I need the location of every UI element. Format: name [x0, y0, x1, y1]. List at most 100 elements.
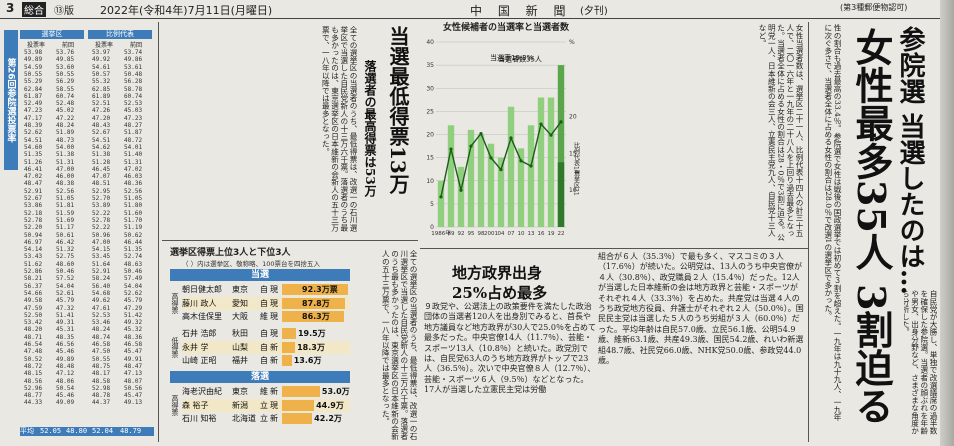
turnout-table: 第26回参院選投票率 選挙区 比例代表 投票率 前回 投票率 前回 53.98 5…	[4, 30, 154, 436]
table-cell: 56.28	[124, 78, 143, 86]
candidate-name: 山崎 正昭	[182, 356, 217, 365]
table-cell: 50.48	[124, 70, 143, 78]
table-cell: 51.42	[124, 311, 143, 319]
x-tick-label: 92	[458, 231, 465, 237]
table-cell: 51.41	[56, 311, 75, 319]
table-cell: 51.80	[124, 202, 143, 210]
table-cell: 58.55	[56, 85, 75, 93]
table-cell: 48.58	[92, 377, 111, 385]
table-row: 52.62 51.89 52.67 51.87	[20, 129, 154, 137]
table-cell: 51.05	[56, 195, 75, 202]
table-cell: 53.97	[92, 49, 111, 56]
table-row: 47.23 45.02 47.26 45.03	[20, 108, 154, 114]
table-cell: 51.05	[124, 195, 143, 202]
table-cell: 48.39	[24, 122, 43, 129]
table-cell: 60.74	[56, 92, 75, 100]
table-cell: 47.00	[92, 238, 111, 246]
vote-value: 18.3万	[297, 342, 325, 352]
table-cell: 50.54	[56, 384, 75, 392]
candidate-party: 自	[260, 356, 268, 365]
table-cell: 51.87	[124, 129, 143, 137]
table-cell: 51.26	[24, 158, 43, 166]
table-row: 48.71 48.35 48.74 48.36	[20, 333, 154, 341]
column-divider	[158, 22, 159, 442]
ranking-row: 石井 浩郎 秋田 自現 19.5万	[182, 327, 350, 340]
table-cell: 48.75	[92, 362, 111, 370]
table-row: 52.50 51.41 52.53 51.42	[20, 311, 154, 319]
table-cell: 48.17	[92, 370, 111, 378]
table-row: 48.72 48.48 48.75 48.47	[20, 362, 154, 370]
candidate-name: 永井 学	[182, 342, 209, 352]
table-cell: 55.32	[92, 78, 111, 86]
table-cell: 50.96	[92, 231, 111, 239]
table-cell: 58.21	[24, 275, 43, 283]
table-cell: 53.76	[56, 49, 75, 56]
table-cell: 52.50	[24, 311, 43, 319]
vote-value: 53.0万	[321, 387, 350, 396]
table-cell: 50.62	[124, 231, 143, 239]
x-tick-label: 22	[558, 231, 565, 237]
table-row: 61.87 60.74 61.89 60.74	[20, 92, 154, 100]
win-rate-point	[469, 144, 473, 148]
table-cell: 46.41	[24, 165, 43, 173]
table-cell: 45.46	[56, 392, 75, 400]
table-cell: 52.78	[24, 216, 43, 224]
chart-title: 女性候補者の当選率と当選者数	[442, 23, 569, 33]
table-row: 55.29 56.29 55.32 56.28	[20, 78, 154, 86]
table-row: 46.54 46.56 46.58 46.58	[20, 341, 154, 348]
table-row: 54.66 52.61 54.68 52.62	[20, 290, 154, 296]
annotation-winners: 当選者数35人	[498, 54, 542, 63]
win-rate-point	[439, 195, 443, 199]
table-cell: 45.32	[124, 326, 143, 334]
table-cell: 46.44	[124, 238, 143, 246]
bar-women-winners	[537, 97, 545, 227]
table-row: 53.43 52.75 53.45 52.74	[20, 254, 154, 260]
winners-high-label: 高得票	[171, 292, 179, 314]
table-cell: 48.63	[124, 260, 143, 268]
candidate-status: 新	[270, 387, 278, 396]
table-cell: 45.79	[56, 297, 75, 305]
sub-header: 前回	[61, 42, 74, 49]
table-row: 53.42 49.31 53.46 49.32	[20, 319, 154, 327]
table-cell: 47.17	[24, 114, 43, 122]
table-cell: 51.60	[124, 209, 143, 217]
table-cell: 48.56	[24, 377, 43, 385]
section-divider	[162, 240, 418, 241]
table-cell: 56.37	[24, 282, 43, 290]
ranking-row: 永井 学 山梨 自新 18.3万	[182, 340, 350, 354]
table-cell: 47.59	[24, 304, 43, 312]
table-cell: 53.42	[24, 319, 43, 327]
bar-women-winners	[527, 125, 535, 227]
table-row: 51.62 48.60 51.64 48.63	[20, 260, 154, 268]
table-cell: 46.56	[56, 341, 75, 348]
bar-women-winners	[477, 134, 485, 227]
table-cell: 48.38	[56, 180, 75, 188]
candidate-name: 海老沢由紀	[182, 387, 222, 396]
table-row: 47.02 46.00 47.07 46.03	[20, 173, 154, 179]
table-cell: 47.00	[56, 165, 75, 173]
annotation-win-rate: 当選率19.3%	[490, 53, 534, 62]
table-cell: 49.62	[92, 297, 111, 305]
table-cell: 47.12	[56, 370, 75, 378]
table-cell: 49.58	[24, 297, 43, 305]
table-cell: 52.67	[24, 195, 43, 202]
table-cell: 48.24	[56, 122, 75, 129]
candidate-status: 現	[270, 285, 278, 294]
table-cell: 45.47	[124, 348, 143, 356]
table-cell: 50.61	[56, 231, 75, 239]
table-cell: 48.74	[92, 333, 111, 341]
paper-name: 中 国 新 聞	[470, 4, 572, 18]
article-women-cont: 性の割合も過去最高の33.4％。参院選で女性は戦後の国政選挙では初めて３割を超え…	[823, 24, 842, 421]
col-header-district: 選挙区	[20, 30, 84, 39]
table-row: 49.89 49.85 49.92 49.86	[20, 57, 154, 63]
table-cell: 52.56	[56, 187, 75, 195]
table-cell: 49.91	[124, 355, 143, 363]
win-rate-point	[559, 120, 563, 124]
table-row: 54.51 48.73 54.51 48.72	[20, 137, 154, 143]
table-row: 48.56 48.06 48.58 48.07	[20, 377, 154, 385]
sub-headline-local-2: 25%占め最多	[452, 284, 548, 302]
candidate-district: 山梨	[232, 342, 248, 352]
winners-header: 当選	[170, 269, 350, 281]
legend-entry: 選挙区21	[573, 169, 580, 196]
candidate-name: 高木佳保里	[182, 312, 222, 321]
